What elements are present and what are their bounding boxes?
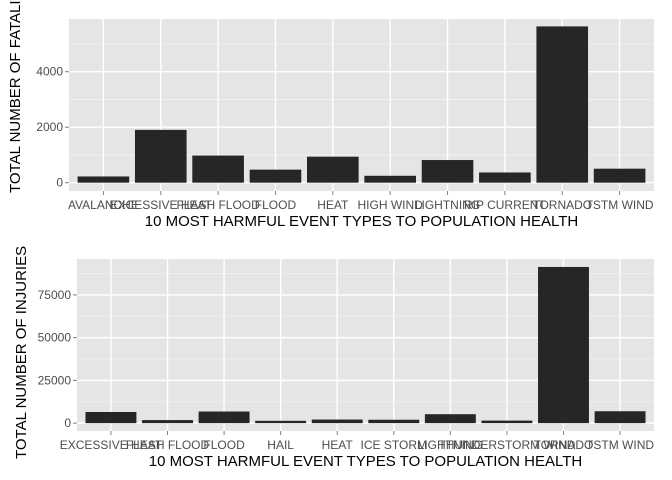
x-tick-label-thunderstorm-wind: THUNDERSTORM WIND <box>438 438 575 452</box>
x-tick-label-tstm-wind: TSTM WIND <box>586 198 654 212</box>
bar-heat <box>311 419 363 424</box>
x-tick-label-flash-flood: FLASH FLOOD <box>126 438 210 452</box>
x-tick-label-avalanche: AVALANCHE <box>68 198 139 212</box>
x-tick-label-heat: HEAT <box>322 438 354 452</box>
bar-excessive-heat <box>85 411 137 424</box>
y-tick-label: 50000 <box>38 331 72 345</box>
x-tick-label-excessive-heat: EXCESSIVE HEAT <box>60 438 163 452</box>
bar-avalanche <box>77 176 130 183</box>
y-tick-label: 0 <box>56 176 63 190</box>
x-tick-label-flood: FLOOD <box>255 198 297 212</box>
bar-lightning <box>421 160 474 183</box>
y-tick-label: 2000 <box>36 120 63 134</box>
bar-heat <box>307 156 359 183</box>
x-tick-label-hail: HAIL <box>267 438 294 452</box>
y-axis-title: TOTAL NUMBER OF INJURIES <box>13 246 30 459</box>
y-axis-title: TOTAL NUMBER OF FATALITIES <box>7 0 24 193</box>
x-tick-label-high-wind: HIGH WIND <box>358 198 424 212</box>
bar-flood <box>198 411 250 424</box>
bar-excessive-heat <box>134 129 187 183</box>
y-tick-label: 4000 <box>36 65 63 79</box>
bar-lightning <box>424 414 476 424</box>
x-tick-label-lightning: LIGHTNING <box>418 438 483 452</box>
x-tick-label-rip-current: RIP CURRENT <box>464 198 546 212</box>
bar-hail <box>255 420 307 424</box>
y-tick-label: 75000 <box>38 288 72 302</box>
y-tick-label: 25000 <box>38 373 72 387</box>
bar-flash-flood <box>142 420 193 424</box>
x-tick-label-tornado: TORNADO <box>532 198 592 212</box>
bar-high-wind <box>364 175 416 183</box>
bar-tstm-wind <box>594 411 646 424</box>
x-tick-label-heat: HEAT <box>317 198 349 212</box>
bar-flash-flood <box>192 155 244 183</box>
x-tick-label-ice-storm: ICE STORM <box>361 438 427 452</box>
bar-flood <box>249 169 302 183</box>
x-tick-label-tstm-wind: TSTM WIND <box>586 438 654 452</box>
bar-tornado <box>536 26 589 183</box>
x-tick-label-lightning: LIGHTNING <box>415 198 480 212</box>
x-tick-label-flood: FLOOD <box>203 438 245 452</box>
x-tick-label-tornado: TORNADO <box>534 438 594 452</box>
x-tick-label-flash-flood: FLASH FLOOD <box>176 198 260 212</box>
bar-tornado <box>538 266 589 424</box>
x-axis-title: 10 MOST HARMFUL EVENT TYPES TO POPULATIO… <box>149 453 582 470</box>
bar-tstm-wind <box>593 168 646 183</box>
x-tick-label-excessive-heat: EXCESSIVE HEAT <box>110 198 213 212</box>
x-axis-title: 10 MOST HARMFUL EVENT TYPES TO POPULATIO… <box>145 213 578 230</box>
bar-thunderstorm-wind <box>481 420 533 424</box>
bar-ice-storm <box>368 419 420 424</box>
y-tick-label: 0 <box>64 416 71 430</box>
bar-rip-current <box>479 172 531 183</box>
